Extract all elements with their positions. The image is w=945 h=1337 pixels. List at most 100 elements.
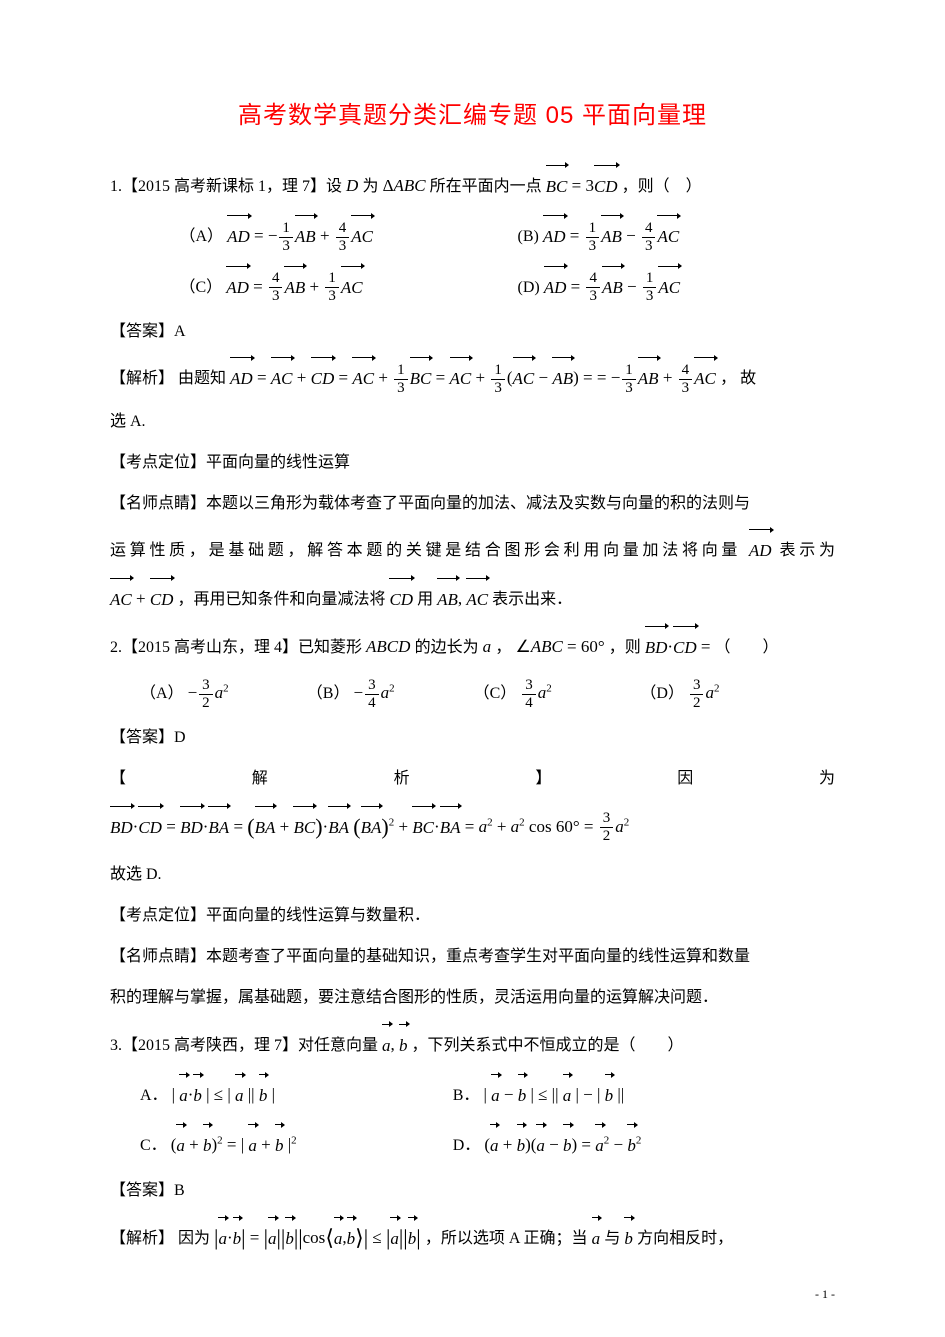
option-d: D． (a + b)(a − b) = a2 − b2 bbox=[453, 1122, 766, 1164]
text: 为 bbox=[363, 178, 379, 195]
math: ∠ABC = 60° bbox=[515, 637, 604, 656]
cell: 】 bbox=[535, 770, 612, 787]
answer-value: B bbox=[174, 1182, 185, 1199]
text: ，则 bbox=[609, 639, 641, 656]
option-a: （A） −32a2 bbox=[140, 674, 307, 712]
math: ABCD bbox=[366, 637, 415, 656]
math: BD·CD = BD·BA = (BA + BC)·BA (BA)2 + BC·… bbox=[110, 817, 629, 836]
text: 平面向量的线性运算与数量积． bbox=[206, 907, 430, 924]
analysis-label: 【解析】 bbox=[110, 1230, 174, 1247]
text: 由题知 bbox=[178, 370, 226, 387]
answer-label: 【答案】 bbox=[110, 323, 174, 340]
problem-1-mingshi-l3: AC + CD ，再用已知条件和向量减法将 CD 用 AB, AC 表示出来． bbox=[110, 576, 835, 618]
math-expr: BC = 3CD bbox=[546, 176, 618, 195]
option-b: （B） −34a2 bbox=[307, 674, 474, 712]
math: AC + CD bbox=[110, 589, 173, 608]
math: AD = 43AB − 13AC bbox=[544, 277, 680, 296]
document-title: 高考数学真题分类汇编专题 05 平面向量理 bbox=[110, 90, 835, 143]
math: |a·b| = |a||b||cos⟨a,b⟩| ≤ |a||b| bbox=[214, 1228, 425, 1247]
text: 表示为 bbox=[780, 542, 835, 559]
math: AD = AC + CD = AC + 13BC = AC + 13(AC − … bbox=[230, 368, 720, 387]
problem-1-options-row2: （C） AD = 43AB + 13AC (D) AD = 43AB − 13A… bbox=[110, 264, 835, 306]
math: a, b bbox=[382, 1035, 408, 1054]
answer-label: 【答案】 bbox=[110, 1182, 174, 1199]
problem-2-options: （A） −32a2 （B） −34a2 （C） 34a2 （D） 32a2 bbox=[110, 674, 835, 712]
math: a bbox=[483, 637, 496, 656]
math: a bbox=[592, 1228, 605, 1247]
text: 运算性质，是基础题，解答本题的关键是结合图形会利用向量加法将向量 bbox=[110, 542, 741, 559]
problem-3-answer: 【答案】B bbox=[110, 1173, 835, 1208]
text: （ ） bbox=[715, 639, 779, 656]
text: 与 bbox=[604, 1230, 620, 1247]
cell: 解 bbox=[252, 770, 329, 787]
cell: 为 bbox=[819, 770, 835, 787]
text: 本题以三角形为载体考查了平面向量的加法、减法及实数与向量的积的法则与 bbox=[206, 495, 750, 512]
answer-value: A bbox=[174, 323, 186, 340]
text: 用 bbox=[417, 591, 433, 608]
problem-3-options-row1: A． | a·b | ≤ | a || b | B． | a − b | ≤ |… bbox=[110, 1072, 835, 1114]
text: 3.【2015 高考陕西，理 7】对任意向量 bbox=[110, 1037, 378, 1054]
cell: 析 bbox=[394, 770, 471, 787]
option-a: （A） AD = −13AB + 43AC bbox=[180, 213, 458, 255]
option-a: A． | a·b | ≤ | a || b | bbox=[140, 1072, 453, 1114]
kaodian-label: 【考点定位】 bbox=[110, 454, 206, 471]
problem-1-analysis: 【解析】 由题知 AD = AC + CD = AC + 13BC = AC +… bbox=[110, 355, 835, 397]
math: AD = 13AB − 43AC bbox=[543, 226, 679, 245]
problem-3-intro: 3.【2015 高考陕西，理 7】对任意向量 a, b ，下列关系式中不恒成立的… bbox=[110, 1022, 835, 1064]
problem-2-analysis-l1: 【 解 析 】 因 为 bbox=[110, 761, 835, 796]
problem-3-analysis: 【解析】 因为 |a·b| = |a||b||cos⟨a,b⟩| ≤ |a||b… bbox=[110, 1214, 835, 1262]
text: ， bbox=[495, 639, 511, 656]
text: 的边长为 bbox=[415, 639, 479, 656]
option-c: C． (a + b)2 = | a + b |2 bbox=[140, 1122, 453, 1164]
problem-1-kaodian: 【考点定位】平面向量的线性运算 bbox=[110, 445, 835, 480]
problem-1-mingshi-l1: 【名师点睛】本题以三角形为载体考查了平面向量的加法、减法及实数与向量的积的法则与 bbox=[110, 486, 835, 521]
math: AD bbox=[749, 540, 780, 559]
kaodian-label: 【考点定位】 bbox=[110, 907, 206, 924]
problem-1-intro: 1.【2015 高考新课标 1，理 7】设 D 为 ΔABC 所在平面内一点 B… bbox=[110, 163, 835, 205]
problem-1-mingshi-l2: 运算性质，是基础题，解答本题的关键是结合图形会利用向量加法将向量 AD 表示为 bbox=[110, 527, 835, 569]
problem-2-answer: 【答案】D bbox=[110, 720, 835, 755]
problem-1-options-row1: （A） AD = −13AB + 43AC (B) AD = 13AB − 43… bbox=[110, 213, 835, 255]
option-c: （C） AD = 43AB + 13AC bbox=[180, 264, 458, 306]
answer-label: 【答案】 bbox=[110, 729, 174, 746]
problem-2-intro: 2.【2015 高考山东，理 4】已知菱形 ABCD 的边长为 a ， ∠ABC… bbox=[110, 624, 835, 666]
problem-3-options-row2: C． (a + b)2 = | a + b |2 D． (a + b)(a − … bbox=[110, 1122, 835, 1164]
text: ，再用已知条件和向量减法将 bbox=[177, 591, 385, 608]
text: 因为 bbox=[178, 1230, 210, 1247]
math: CD bbox=[389, 589, 413, 608]
problem-2-mingshi-l1: 【名师点睛】本题考查了平面向量的基础知识，重点考查学生对平面向量的线性运算和数量 bbox=[110, 939, 835, 974]
option-b: (B) AD = 13AB − 43AC bbox=[518, 213, 796, 255]
kaodian-text: 平面向量的线性运算 bbox=[206, 454, 350, 471]
answer-value: D bbox=[174, 729, 186, 746]
analysis-label: 【解析】 bbox=[110, 370, 174, 387]
option-b: B． | a − b | ≤ || a | − | b || bbox=[453, 1072, 766, 1114]
text: ，则（ ） bbox=[622, 178, 702, 195]
math: b bbox=[624, 1228, 637, 1247]
problem-1-answer: 【答案】A bbox=[110, 314, 835, 349]
math-tri-ABC: ΔABC bbox=[383, 176, 426, 195]
document-page: 高考数学真题分类汇编专题 05 平面向量理 1.【2015 高考新课标 1，理 … bbox=[0, 0, 945, 1337]
text: ，下列关系式中不恒成立的是（ ） bbox=[412, 1037, 684, 1054]
math: AD = 43AB + 13AC bbox=[226, 277, 362, 296]
text: 表示出来． bbox=[492, 591, 572, 608]
text: 所在平面内一点 bbox=[430, 178, 542, 195]
option-d: （D） 32a2 bbox=[640, 674, 807, 712]
text: 方向相反时， bbox=[637, 1230, 733, 1247]
math: BD·CD = bbox=[645, 637, 711, 656]
text: ， 故 bbox=[720, 370, 756, 387]
text: ，所以选项 A 正确；当 bbox=[425, 1230, 588, 1247]
problem-2-analysis-l2: BD·CD = BD·BA = (BA + BC)·BA (BA)2 + BC·… bbox=[110, 803, 835, 851]
option-c: （C） 34a2 bbox=[474, 674, 641, 712]
text: 1.【2015 高考新课标 1，理 7】设 bbox=[110, 178, 342, 195]
cell: 【 bbox=[110, 770, 187, 787]
option-d: (D) AD = 43AB − 13AC bbox=[518, 264, 796, 306]
math: AB, AC bbox=[437, 589, 488, 608]
mingshi-label: 【名师点睛】 bbox=[110, 495, 206, 512]
mingshi-label: 【名师点睛】 bbox=[110, 948, 206, 965]
problem-2-select: 故选 D. bbox=[110, 857, 835, 892]
problem-1-select: 选 A. bbox=[110, 404, 835, 439]
math-D: D bbox=[346, 176, 363, 195]
problem-2-mingshi-l2: 积的理解与掌握，属基础题，要注意结合图形的性质，灵活运用向量的运算解决问题． bbox=[110, 980, 835, 1015]
cell: 因 bbox=[677, 770, 754, 787]
math: AD = −13AB + 43AC bbox=[227, 226, 373, 245]
